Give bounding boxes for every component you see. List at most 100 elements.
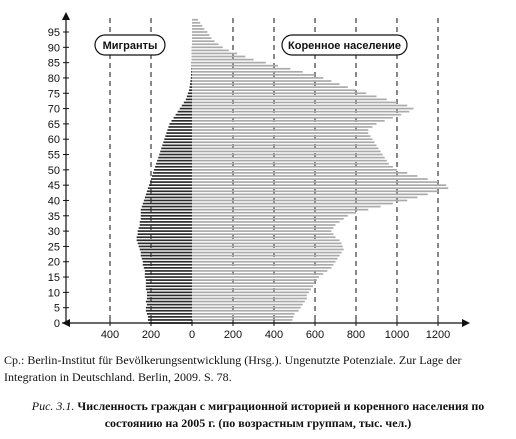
migrants-bar <box>186 95 192 98</box>
native-bar <box>192 74 315 76</box>
migrants-bar <box>168 126 192 128</box>
native-bar <box>192 181 438 183</box>
migrants-bar <box>146 303 192 306</box>
migrants-bar <box>175 113 192 116</box>
native-bar <box>192 285 313 288</box>
native-bar <box>192 83 340 85</box>
native-bar <box>192 144 377 147</box>
y-tick-label: 90 <box>48 42 60 54</box>
native-bar <box>192 52 238 55</box>
native-bar <box>192 132 369 134</box>
native-bar <box>192 92 367 95</box>
native-bar <box>192 211 356 214</box>
y-tick-label: 45 <box>48 180 60 192</box>
native-bar <box>192 172 408 174</box>
migrants-bar <box>144 276 192 278</box>
native-bar <box>192 175 418 177</box>
native-bar <box>192 46 223 49</box>
y-tick-label: 0 <box>54 318 60 330</box>
native-bar <box>192 77 324 79</box>
migrants-bar <box>148 184 192 187</box>
migrants-bar <box>140 251 192 254</box>
native-bar <box>192 135 371 137</box>
native-label: Коренное население <box>288 40 401 52</box>
migrants-bar <box>151 178 192 180</box>
migrants-bar <box>177 110 192 113</box>
native-bar <box>192 80 332 82</box>
native-bar <box>192 34 210 36</box>
migrants-bar <box>156 162 192 165</box>
figure-caption: Рис. 3.1. Численность граждан с миграцио… <box>4 398 512 432</box>
grid-lines <box>109 18 439 323</box>
y-tick-label: 30 <box>48 226 60 238</box>
migrants-bar <box>165 135 192 137</box>
x-tick-label: 0 <box>189 329 195 340</box>
x-tick-labels: 400 200 0 200 400 600 800 1000 1200 <box>101 320 450 340</box>
native-bar <box>192 113 402 116</box>
native-bar <box>192 141 375 144</box>
native-bar <box>192 31 208 33</box>
native-bar <box>192 95 377 98</box>
native-bar <box>192 184 447 187</box>
native-bar <box>192 199 408 202</box>
native-bar <box>192 70 303 73</box>
migrants-bar <box>139 248 192 251</box>
migrants-label: Мигранты <box>103 40 158 52</box>
migrants-bar <box>179 107 192 110</box>
x-tick-label: 600 <box>306 329 324 340</box>
migrants-bar <box>136 239 192 242</box>
native-bar <box>192 319 293 321</box>
migrants-bar <box>189 83 192 85</box>
migrants-bar <box>146 312 192 315</box>
native-bar <box>192 245 343 248</box>
y-tick-label: 80 <box>48 73 60 85</box>
migrants-bar <box>144 270 192 272</box>
native-bar <box>192 303 303 306</box>
y-tick-label: 35 <box>48 211 60 223</box>
native-bar <box>192 25 203 27</box>
x-tick-label: 200 <box>142 329 160 340</box>
migrants-bar <box>173 116 192 119</box>
native-bar <box>192 236 336 239</box>
native-bar <box>192 86 348 88</box>
native-bar <box>192 187 449 190</box>
native-bar <box>192 291 309 294</box>
native-bar <box>192 224 336 226</box>
migrants-bar <box>143 267 192 269</box>
native-bars <box>192 18 449 324</box>
native-bar <box>192 165 393 168</box>
migrants-bar <box>136 236 192 239</box>
y-tick-label: 25 <box>48 241 60 253</box>
migrants-bar <box>163 141 192 144</box>
x-tick-label: 1200 <box>426 329 450 340</box>
migrants-bar <box>161 147 192 150</box>
migrants-bar <box>138 227 192 229</box>
migrants-bar <box>157 159 192 162</box>
migrants-bars <box>136 46 192 324</box>
native-bar <box>192 214 348 217</box>
migrants-bar <box>141 205 192 208</box>
native-bar <box>192 193 428 196</box>
migrants-bar <box>137 233 192 236</box>
migrants-bar <box>189 86 192 88</box>
native-bar <box>192 227 334 229</box>
x-tick-label: 1000 <box>385 329 409 340</box>
migrants-bar <box>140 254 192 257</box>
native-bar <box>192 312 295 315</box>
native-bar <box>192 58 254 61</box>
native-bar <box>192 294 307 297</box>
native-bar <box>192 254 340 257</box>
native-bar <box>192 196 418 199</box>
migrants-bar <box>149 181 192 183</box>
migrants-bar <box>158 156 192 159</box>
x-tick-label: 800 <box>347 329 365 340</box>
migrants-bar <box>140 214 192 217</box>
migrants-bar <box>181 104 192 107</box>
migrants-bar <box>160 150 192 153</box>
migrants-bar <box>145 193 192 196</box>
native-bar <box>192 55 246 58</box>
y-tick-label: 60 <box>48 134 60 146</box>
migrants-bar <box>140 218 192 220</box>
y-axis-arrow <box>62 12 70 20</box>
native-bar <box>192 297 307 300</box>
